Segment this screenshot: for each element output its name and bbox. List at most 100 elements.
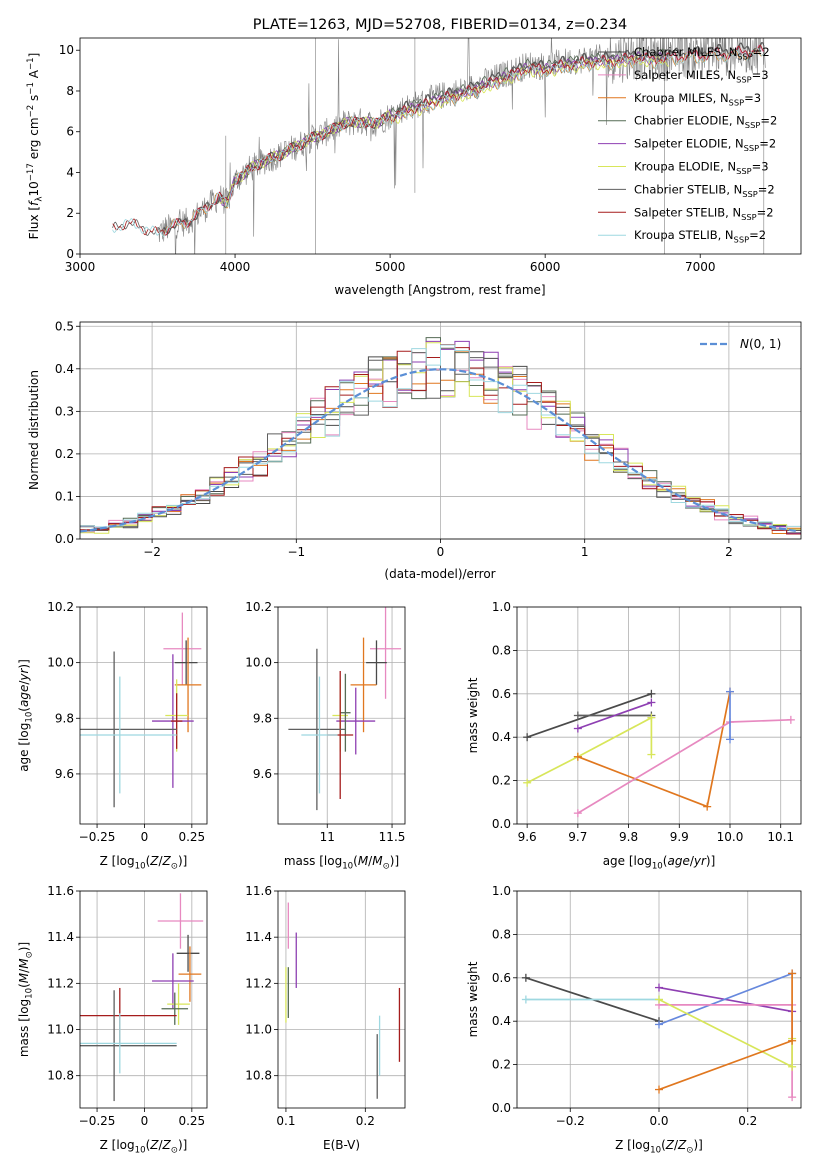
weight-line <box>577 701 652 730</box>
grid <box>278 606 405 824</box>
label-part: M <box>358 854 369 868</box>
histogram-series <box>80 347 801 531</box>
chart-title: PLATE=1263, MJD=52708, FIBERID=0134, z=0… <box>253 17 627 33</box>
legend-entry: Salpeter ELODIE, NSSP=2 <box>634 137 776 154</box>
data-point <box>174 637 202 733</box>
label-part: 10 <box>135 862 146 872</box>
x-axis-label: E(B-V) <box>323 1138 360 1152</box>
plot-residuals: −2 −1 0 1 2 0.0 0.1 0.2 0.3 0.4 0.5 (data-model)/er… <box>27 319 802 581</box>
x-axis-label: wavelength [Angstrom, rest frame] <box>334 283 545 297</box>
label-part: =2 <box>757 205 774 219</box>
label-part: Salpeter STELIB, N <box>634 205 741 219</box>
data-point <box>336 687 376 755</box>
label-part: Z <box>149 1138 159 1152</box>
label-part: =2 <box>759 137 776 151</box>
y-axis-label: Normed distribution <box>27 370 41 490</box>
data-point <box>176 934 200 972</box>
data-point <box>167 983 190 1025</box>
weight-marker <box>703 802 712 811</box>
label-part: A <box>27 69 41 82</box>
x-tick-label: 3000 <box>65 260 96 274</box>
label-part: =2 <box>758 182 775 196</box>
label-part: =3 <box>752 160 769 174</box>
x-axis-label: Z [log10(Z/Z⊙)] <box>615 1138 703 1156</box>
x-tick-label: 0.2 <box>356 1114 375 1128</box>
label-part: =3 <box>744 91 761 105</box>
label-part: N <box>740 337 749 351</box>
label-part: M <box>17 972 31 983</box>
y-tick-label: 0 <box>66 247 74 261</box>
weight-marker <box>788 1062 797 1071</box>
label-part: =2 <box>749 228 766 242</box>
weight-marker <box>655 1085 663 1094</box>
label-part: / <box>159 854 164 868</box>
weight-marker <box>523 733 532 742</box>
y-tick-label: 2 <box>66 206 74 220</box>
y-axis-label: mass weight <box>466 961 480 1037</box>
label-part: f <box>27 200 41 206</box>
y-tick-label: 0.8 <box>492 643 511 657</box>
legend-entry: Kroupa ELODIE, NSSP=3 <box>634 160 769 177</box>
x-tick-label: −1 <box>287 545 305 559</box>
label-part: ( <box>146 854 151 868</box>
data-point <box>161 992 189 1025</box>
plot-frame <box>79 890 208 1109</box>
y-tick-label: 0.0 <box>492 817 511 831</box>
label-part: E(B-V) <box>323 1138 360 1152</box>
data-point <box>288 648 346 811</box>
label-part: Z [log <box>100 1138 135 1152</box>
weight-marker <box>788 969 797 978</box>
label-part: )] <box>17 659 31 668</box>
y-axis-label: Flux [fλ10−17 erg cm−2 s−1 A−1] <box>26 53 45 240</box>
x-tick-label: 11 <box>320 830 335 844</box>
y-tick-label: 4 <box>66 165 74 179</box>
x-tick-label: −0.25 <box>79 1114 116 1128</box>
label-part: age <box>17 685 31 707</box>
label-part: yr <box>17 668 31 682</box>
label-part: )] <box>178 854 187 868</box>
histogram-series <box>80 344 801 530</box>
y-tick-label: 1.0 <box>492 600 511 614</box>
label-part: ( <box>146 1138 151 1152</box>
label-part: Z <box>677 1138 687 1152</box>
label-part: M <box>17 958 31 969</box>
plot-content <box>285 902 401 1099</box>
plot-weight-Z: −0.2 0.0 0.20.00.20.40.60.81.0Z [log10(Z/Z… <box>466 884 802 1156</box>
x-tick-label: 0 <box>141 830 149 844</box>
x-axis-label: (data-model)/error <box>384 567 495 581</box>
label-part: =2 <box>760 114 777 128</box>
legend-entry: Salpeter MILES, NSSP=3 <box>634 68 769 85</box>
y-tick-label: 0.2 <box>492 774 511 788</box>
label-part: s <box>27 95 41 105</box>
plot-content <box>80 337 801 535</box>
y-tick-label: 1.0 <box>492 884 511 898</box>
plot-frame <box>79 321 802 540</box>
y-tick-label: 0.1 <box>55 489 74 503</box>
weight-marker <box>726 735 734 744</box>
y-tick-label: 11.4 <box>47 930 74 944</box>
y-tick-label: 0.3 <box>55 404 74 418</box>
weight-marker <box>523 778 532 787</box>
x-tick-label: 0 <box>437 545 445 559</box>
legend-entry: Chabrier MILES, NSSP=2 <box>634 45 770 62</box>
label-part: ( <box>661 1138 666 1152</box>
label-part: Z <box>162 854 172 868</box>
legend-entry: Chabrier ELODIE, NSSP=2 <box>634 114 777 131</box>
label-part: 10 <box>25 712 35 723</box>
y-tick-label: 10.0 <box>47 656 74 670</box>
label-part: 10 <box>650 1146 661 1156</box>
y-tick-label: 10.8 <box>245 1069 272 1083</box>
label-part: Z <box>665 1138 675 1152</box>
x-tick-label: 10.0 <box>717 830 744 844</box>
label-part: ⊙ <box>171 1146 178 1156</box>
label-part: Salpeter ELODIE, N <box>634 137 744 151</box>
y-tick-label: 9.8 <box>253 711 272 725</box>
label-part: =3 <box>752 68 769 82</box>
weight-marker <box>655 1020 663 1029</box>
label-part: )] <box>693 1138 702 1152</box>
label-part: 10 <box>25 988 35 999</box>
x-tick-label: 9.6 <box>518 830 537 844</box>
label-part: ( <box>17 983 31 988</box>
